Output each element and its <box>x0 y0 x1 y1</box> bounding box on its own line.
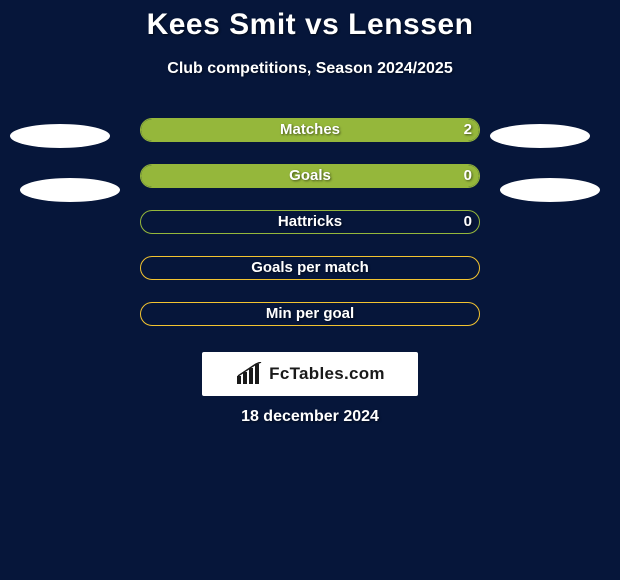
stat-rows: Matches2Goals0Hattricks0Goals per matchM… <box>0 118 620 328</box>
bar-fill <box>141 119 479 141</box>
bar-track <box>140 256 480 280</box>
decorative-ellipse <box>20 178 120 202</box>
date-text: 18 december 2024 <box>0 408 620 426</box>
bar-track <box>140 210 480 234</box>
bar-fill <box>141 165 479 187</box>
bar-track <box>140 164 480 188</box>
bar-track <box>140 302 480 326</box>
bar-value-right: 2 <box>464 118 472 142</box>
decorative-ellipse <box>500 178 600 202</box>
logo-text: FcTables.com <box>269 364 385 384</box>
comparison-infographic: Kees Smit vs Lenssen Club competitions, … <box>0 0 620 580</box>
bars-icon <box>235 362 263 386</box>
page-title: Kees Smit vs Lenssen <box>0 8 620 42</box>
bar-value-right: 0 <box>464 210 472 234</box>
logo-box: FcTables.com <box>202 352 418 396</box>
decorative-ellipse <box>10 124 110 148</box>
page-subtitle: Club competitions, Season 2024/2025 <box>0 60 620 78</box>
bar-track <box>140 118 480 142</box>
stat-row: Min per goal <box>0 302 620 328</box>
stat-row: Hattricks0 <box>0 210 620 236</box>
bar-value-right: 0 <box>464 164 472 188</box>
decorative-ellipse <box>490 124 590 148</box>
stat-row: Goals per match <box>0 256 620 282</box>
